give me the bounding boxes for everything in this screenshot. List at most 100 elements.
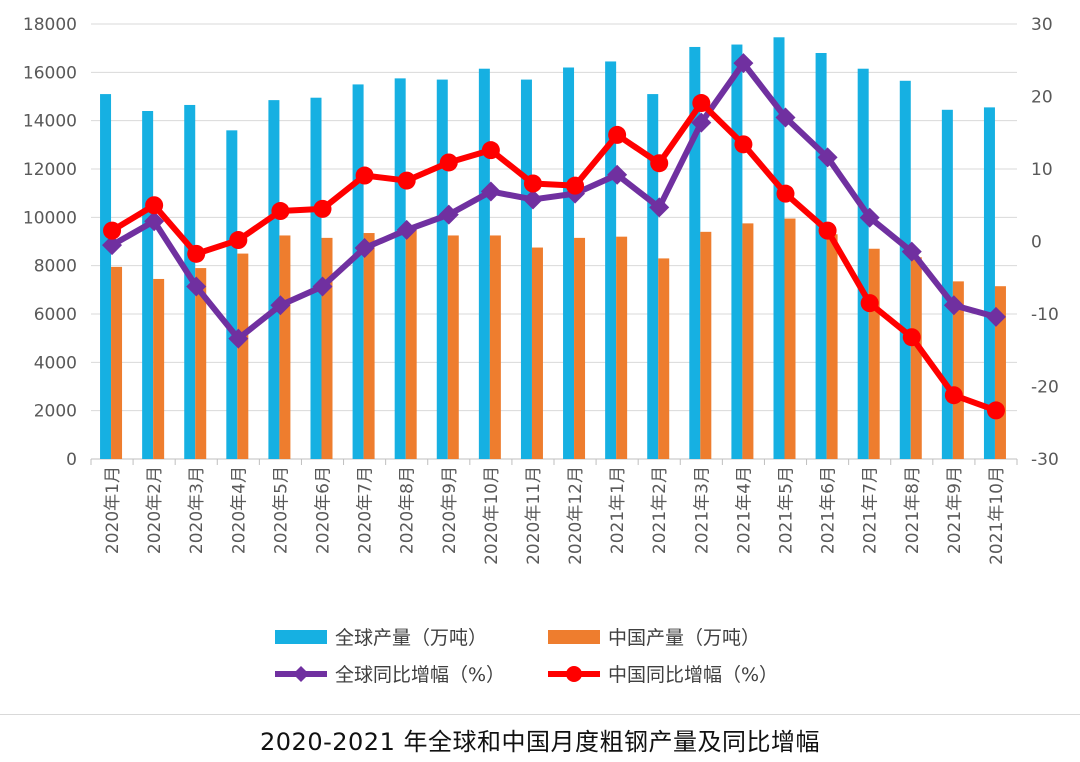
bar-global-output	[815, 53, 827, 459]
bar-china-output	[616, 236, 628, 459]
x-axis-tick-label: 2021年3月	[692, 466, 712, 554]
point-china-yoy	[145, 196, 164, 215]
point-global-yoy	[817, 147, 838, 168]
x-axis-tick-label: 2020年8月	[398, 466, 418, 554]
bar-china-output	[784, 218, 796, 459]
x-axis-tick-label: 2021年7月	[861, 466, 881, 554]
legend-swatch	[275, 630, 327, 644]
bar-global-output	[563, 67, 575, 459]
bar-global-output	[394, 78, 406, 459]
legend-label: 全球同比增幅（%）	[335, 664, 505, 686]
point-global-yoy	[438, 204, 459, 225]
x-axis-tick-label: 2021年5月	[777, 466, 797, 554]
x-axis-tick-label: 2021年1月	[608, 466, 628, 554]
x-axis-tick-label: 2020年2月	[145, 466, 165, 554]
x-axis-tick-label: 2020年11月	[524, 466, 544, 565]
x-axis-tick-label: 2020年1月	[103, 466, 123, 554]
point-china-yoy	[355, 166, 374, 185]
series-line-china-yoy	[109, 100, 999, 414]
point-global-yoy	[354, 238, 375, 259]
caption-divider	[0, 714, 1080, 715]
bar-china-output	[153, 278, 165, 459]
x-axis-tick-label: 2020年3月	[187, 466, 207, 554]
x-axis-tick-label: 2020年4月	[229, 466, 249, 554]
point-china-yoy	[313, 199, 332, 218]
bar-china-output	[826, 234, 838, 459]
x-axis-tick-label: 2020年12月	[566, 466, 586, 565]
right-axis: -30 -20 -10 0 10 20 30	[1031, 15, 1059, 470]
point-global-yoy	[102, 235, 123, 256]
bar-china-output	[111, 266, 123, 459]
bar-china-output	[405, 229, 417, 459]
point-china-yoy	[818, 221, 837, 240]
bar-china-output	[910, 257, 922, 459]
right-axis-tick-label: 10	[1031, 160, 1053, 180]
x-axis-tick-label: 2020年9月	[440, 466, 460, 554]
bar-china-output	[952, 281, 964, 459]
bar-global-output	[142, 111, 154, 459]
bar-global-output	[226, 130, 238, 460]
x-axis-tick-label: 2021年10月	[987, 466, 1007, 565]
bar-global-output	[647, 94, 659, 459]
point-global-yoy	[270, 295, 291, 316]
left-axis-tick-label: 16000	[23, 63, 77, 83]
point-china-yoy	[187, 244, 206, 263]
bar-global-output	[857, 68, 869, 459]
point-global-yoy	[859, 207, 880, 228]
bar-global-output	[605, 61, 617, 459]
left-axis: 0 2000 4000 6000 8000 10000 12000 14000 16000 180…	[23, 15, 77, 470]
bar-china-output	[700, 231, 712, 459]
point-global-yoy	[733, 53, 754, 74]
x-axis-tick-label: 2021年6月	[819, 466, 839, 554]
x-axis-tick-label: 2021年9月	[945, 466, 965, 554]
point-china-yoy	[734, 135, 753, 154]
left-axis-tick-label: 4000	[34, 353, 77, 373]
left-axis-tick-label: 8000	[34, 257, 77, 277]
lines	[102, 53, 1006, 420]
bar-global-output	[520, 79, 532, 459]
x-axis: 2020年1月 2020年2月 2020年3月 2020年4月 2020年5月 2020年…	[103, 466, 1007, 565]
point-china-yoy	[944, 386, 963, 405]
left-axis-tick-label: 12000	[23, 160, 77, 180]
point-china-yoy	[608, 125, 627, 144]
legend-swatch	[548, 630, 600, 644]
left-axis-tick-label: 18000	[23, 15, 77, 35]
x-axis-tick-label: 2020年7月	[356, 466, 376, 554]
right-axis-tick-label: 30	[1031, 15, 1053, 35]
left-axis-tick-label: 0	[66, 450, 77, 470]
point-china-yoy	[566, 176, 585, 195]
bar-global-output	[436, 79, 448, 459]
point-global-yoy	[691, 112, 712, 133]
point-global-yoy	[649, 197, 670, 218]
point-china-yoy	[776, 184, 795, 203]
bar-china-output	[279, 235, 291, 459]
point-china-yoy	[103, 221, 122, 240]
point-china-yoy	[439, 153, 458, 172]
x-axis-tick-label: 2021年8月	[903, 466, 923, 554]
bar-global-output	[310, 97, 322, 459]
bars	[100, 37, 1006, 460]
legend: 全球产量（万吨） 中国产量（万吨） 全球同比增幅（%） 中国同比增幅（%）	[275, 627, 778, 686]
legend-label: 中国同比增幅（%）	[608, 664, 778, 686]
bar-global-output	[184, 104, 196, 459]
chart-svg: 0 2000 4000 6000 8000 10000 12000 14000 16000 180…	[23, 15, 1059, 686]
x-axis-tick-label: 2020年5月	[271, 466, 291, 554]
left-axis-tick-label: 10000	[23, 208, 77, 228]
point-china-yoy	[523, 174, 542, 193]
point-global-yoy	[607, 164, 628, 185]
point-global-yoy	[522, 189, 543, 210]
bar-global-output	[731, 44, 743, 460]
point-global-yoy	[943, 295, 964, 316]
bar-china-output	[574, 237, 586, 459]
legend-label: 全球产量（万吨）	[335, 627, 487, 649]
point-china-yoy	[481, 141, 500, 160]
right-axis-tick-label: 0	[1031, 233, 1042, 253]
right-axis-tick-label: 20	[1031, 88, 1053, 108]
point-china-yoy	[650, 154, 669, 173]
point-global-yoy	[775, 107, 796, 128]
bar-global-output	[268, 100, 280, 459]
x-axis-tick-label: 2020年6月	[314, 466, 334, 554]
series-line-global-yoy	[109, 60, 999, 342]
bar-china-output	[994, 286, 1006, 459]
bar-china-output	[742, 223, 754, 459]
